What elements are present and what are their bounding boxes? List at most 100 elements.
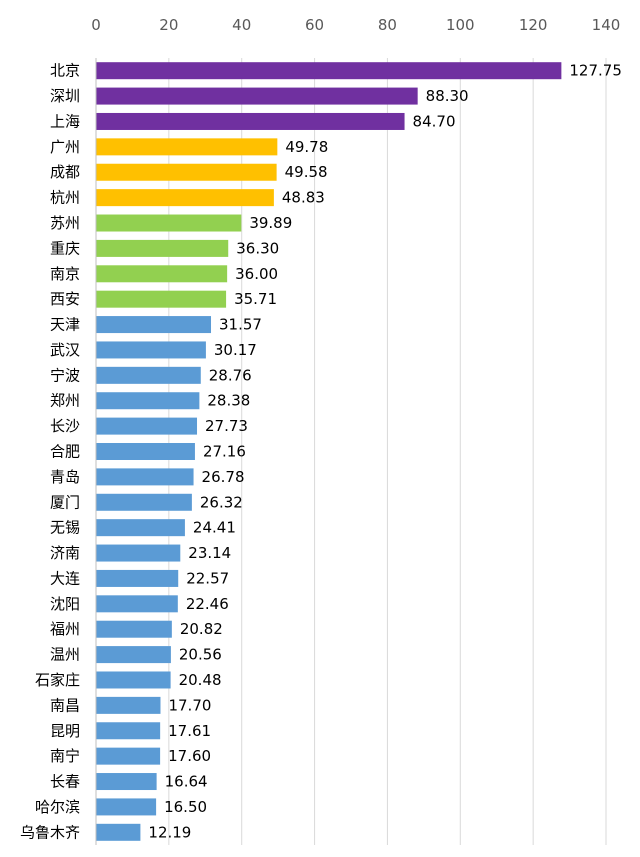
- category-label: 郑州: [50, 392, 80, 410]
- category-label: 南宁: [50, 747, 80, 765]
- x-tick-label: 100: [446, 16, 475, 34]
- data-label: 49.58: [285, 163, 328, 181]
- category-label: 南昌: [50, 696, 80, 714]
- category-label: 长春: [50, 773, 80, 791]
- category-label: 长沙: [50, 417, 80, 435]
- category-label: 西安: [50, 290, 80, 308]
- category-label: 青岛: [50, 468, 80, 486]
- bar: [96, 722, 161, 740]
- category-label: 南京: [50, 265, 80, 283]
- data-label: 49.78: [285, 138, 328, 156]
- data-label: 28.38: [207, 392, 250, 410]
- category-label: 哈尔滨: [35, 798, 80, 816]
- data-label: 27.16: [203, 443, 246, 461]
- category-label: 重庆: [50, 239, 80, 257]
- data-label: 30.17: [214, 341, 257, 359]
- bar: [96, 392, 200, 410]
- x-tick-label: 120: [519, 16, 548, 34]
- bar: [96, 544, 181, 562]
- category-label: 杭州: [50, 189, 80, 207]
- bar: [96, 823, 141, 841]
- category-labels: 北京深圳上海广州成都杭州苏州重庆南京西安天津武汉宁波郑州长沙合肥青岛厦门无锡济南…: [20, 62, 80, 842]
- category-label: 武汉: [50, 341, 80, 359]
- category-label: 乌鲁木齐: [20, 823, 80, 841]
- data-label: 20.48: [179, 671, 222, 689]
- bar: [96, 265, 228, 283]
- bar: [96, 798, 157, 816]
- data-label: 16.50: [164, 798, 207, 816]
- bars: [96, 62, 562, 841]
- data-label: 26.32: [200, 493, 243, 511]
- category-label: 沈阳: [50, 595, 80, 613]
- category-label: 石家庄: [35, 671, 80, 689]
- category-label: 上海: [50, 112, 80, 130]
- x-tick-label: 40: [232, 16, 251, 34]
- category-label: 天津: [50, 316, 80, 334]
- category-label: 昆明: [50, 722, 80, 740]
- bar: [96, 290, 227, 308]
- x-tick-label: 0: [91, 16, 101, 34]
- category-label: 济南: [50, 544, 80, 562]
- data-label: 84.70: [413, 112, 456, 130]
- bar: [96, 366, 201, 384]
- category-label: 深圳: [50, 87, 80, 105]
- bar: [96, 163, 277, 181]
- x-axis-ticks: 0 20 40 60 80 100 120 140: [91, 16, 620, 34]
- category-label: 福州: [50, 620, 80, 638]
- bar: [96, 87, 418, 105]
- data-label: 23.14: [188, 544, 231, 562]
- data-label: 22.46: [186, 595, 229, 613]
- data-label: 16.64: [165, 773, 208, 791]
- category-label: 温州: [50, 646, 80, 664]
- bar: [96, 316, 212, 334]
- data-label: 35.71: [234, 290, 277, 308]
- bar: [96, 417, 198, 435]
- bar: [96, 62, 562, 80]
- data-label: 12.19: [148, 823, 191, 841]
- bar: [96, 696, 161, 714]
- data-labels: 127.75 88.30 84.70 49.78 49.58 48.83 39.89 36.3…: [148, 62, 621, 842]
- bar: [96, 112, 405, 130]
- x-tick-label: 60: [305, 16, 324, 34]
- bar: [96, 671, 171, 689]
- data-label: 22.57: [186, 569, 229, 587]
- data-label: 39.89: [249, 214, 292, 232]
- data-label: 48.83: [282, 189, 325, 207]
- data-label: 17.60: [168, 747, 211, 765]
- category-label: 合肥: [50, 443, 80, 461]
- bar: [96, 189, 274, 207]
- category-label: 厦门: [50, 493, 80, 511]
- data-label: 88.30: [426, 87, 469, 105]
- x-tick-label: 80: [378, 16, 397, 34]
- bar: [96, 620, 172, 638]
- category-label: 成都: [50, 163, 80, 181]
- category-label: 苏州: [50, 214, 80, 232]
- bar: [96, 646, 171, 664]
- data-label: 28.76: [209, 366, 252, 384]
- bar: [96, 138, 278, 156]
- category-label: 宁波: [50, 366, 80, 384]
- bar: [96, 214, 242, 232]
- bar: [96, 341, 206, 359]
- bar: [96, 569, 179, 587]
- bar: [96, 443, 195, 460]
- bar: [96, 773, 157, 791]
- x-tick-label: 20: [159, 16, 178, 34]
- data-label: 20.82: [180, 620, 223, 638]
- data-label: 36.30: [236, 239, 279, 257]
- data-label: 26.78: [202, 468, 245, 486]
- bar: [96, 747, 161, 765]
- category-label: 广州: [50, 138, 80, 156]
- bar: [96, 468, 194, 486]
- category-label: 大连: [50, 569, 80, 587]
- data-label: 20.56: [179, 646, 222, 664]
- data-label: 24.41: [193, 519, 236, 537]
- category-label: 无锡: [50, 519, 80, 537]
- data-label: 17.61: [168, 722, 211, 740]
- category-label: 北京: [50, 62, 80, 80]
- bar: [96, 519, 185, 537]
- data-label: 127.75: [569, 62, 622, 80]
- bar: [96, 493, 192, 511]
- x-tick-label: 140: [592, 16, 621, 34]
